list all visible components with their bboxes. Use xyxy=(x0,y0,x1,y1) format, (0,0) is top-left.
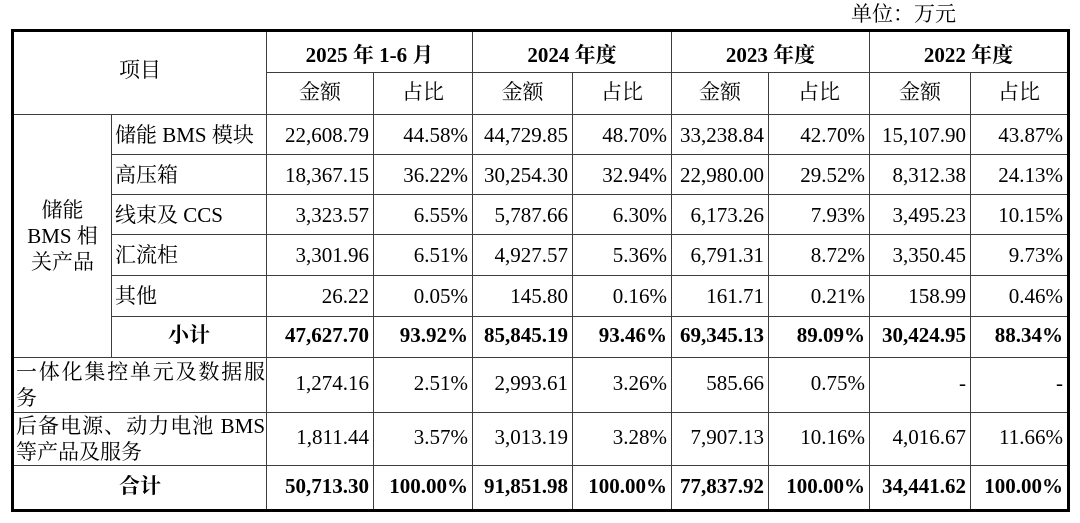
cell: 100.00% xyxy=(373,465,473,511)
cell: 34,441.62 xyxy=(869,465,971,511)
row-name-total: 合计 xyxy=(12,465,267,511)
cell: 0.46% xyxy=(970,275,1069,317)
cell: 2,993.61 xyxy=(472,357,573,413)
cell: 100.00% xyxy=(572,465,672,511)
cell: 5,787.66 xyxy=(472,194,573,235)
cell: 3,301.96 xyxy=(266,234,374,276)
cell: 0.05% xyxy=(373,275,473,317)
cell: 89.09% xyxy=(768,316,870,358)
row-name-high-voltage-box: 高压箱 xyxy=(111,154,267,195)
cell: 4,016.67 xyxy=(869,412,971,466)
cell: 26.22 xyxy=(266,275,374,317)
cell: 91,851.98 xyxy=(472,465,573,511)
cell: 33,238.84 xyxy=(671,114,769,155)
cell: 3,350.45 xyxy=(869,234,971,276)
cell: 4,927.57 xyxy=(472,234,573,276)
cell: 43.87% xyxy=(970,114,1069,155)
cell: 5.36% xyxy=(572,234,672,276)
cell: 585.66 xyxy=(671,357,769,413)
header-period-2023: 2023 年度 xyxy=(671,30,870,73)
cell: 30,254.30 xyxy=(472,154,573,195)
cell: 2.51% xyxy=(373,357,473,413)
cell: 11.66% xyxy=(970,412,1069,466)
group-label-ess-bms-products: 储能 BMS 相关产品 xyxy=(12,114,112,358)
cell: 29.52% xyxy=(768,154,870,195)
header-period-2025h1: 2025 年 1-6 月 xyxy=(266,30,473,73)
cell: 22,980.00 xyxy=(671,154,769,195)
header-share-2024: 占比 xyxy=(572,72,672,115)
cell: 6,173.26 xyxy=(671,194,769,235)
cell: 30,424.95 xyxy=(869,316,971,358)
header-amount-2025h1: 金额 xyxy=(266,72,374,115)
row-name-backup-power-bms: 后备电源、动力电池 BMS 等产品及服务 xyxy=(12,412,267,466)
row-name-wiring-ccs: 线束及 CCS xyxy=(111,194,267,235)
cell: 1,274.16 xyxy=(266,357,374,413)
row-name-bus-cabinet: 汇流柜 xyxy=(111,234,267,276)
cell: 8,312.38 xyxy=(869,154,971,195)
cell: 6.51% xyxy=(373,234,473,276)
cell: 3.57% xyxy=(373,412,473,466)
cell: 88.34% xyxy=(970,316,1069,358)
cell: 0.21% xyxy=(768,275,870,317)
header-share-2022: 占比 xyxy=(970,72,1069,115)
cell: 6.30% xyxy=(572,194,672,235)
cell: 77,837.92 xyxy=(671,465,769,511)
revenue-breakdown-table: 项目 2025 年 1-6 月 2024 年度 2023 年度 2022 年度 … xyxy=(11,29,1070,512)
cell: 93.46% xyxy=(572,316,672,358)
cell: - xyxy=(970,357,1069,413)
header-period-2024: 2024 年度 xyxy=(472,30,672,73)
cell: 100.00% xyxy=(768,465,870,511)
cell: 6.55% xyxy=(373,194,473,235)
cell: 7.93% xyxy=(768,194,870,235)
cell: 10.15% xyxy=(970,194,1069,235)
cell: 3,013.19 xyxy=(472,412,573,466)
cell: 0.16% xyxy=(572,275,672,317)
cell: 3.26% xyxy=(572,357,672,413)
header-share-2023: 占比 xyxy=(768,72,870,115)
cell: 6,791.31 xyxy=(671,234,769,276)
cell: 1,811.44 xyxy=(266,412,374,466)
cell: 158.99 xyxy=(869,275,971,317)
cell: 15,107.90 xyxy=(869,114,971,155)
cell: 93.92% xyxy=(373,316,473,358)
cell: 145.80 xyxy=(472,275,573,317)
header-amount-2022: 金额 xyxy=(869,72,971,115)
cell: 24.13% xyxy=(970,154,1069,195)
cell: 36.22% xyxy=(373,154,473,195)
cell: 44,729.85 xyxy=(472,114,573,155)
cell: 47,627.70 xyxy=(266,316,374,358)
cell: 32.94% xyxy=(572,154,672,195)
row-name-bms-module: 储能 BMS 模块 xyxy=(111,114,267,155)
cell: 100.00% xyxy=(970,465,1069,511)
cell: 10.16% xyxy=(768,412,870,466)
cell: 69,345.13 xyxy=(671,316,769,358)
cell: 3,495.23 xyxy=(869,194,971,235)
cell: - xyxy=(869,357,971,413)
unit-label: 单位：万元 xyxy=(851,2,956,26)
cell: 50,713.30 xyxy=(266,465,374,511)
row-name-integrated-control-unit: 一体化集控单元及数据服务 xyxy=(12,357,267,413)
header-amount-2023: 金额 xyxy=(671,72,769,115)
cell: 7,907.13 xyxy=(671,412,769,466)
cell: 8.72% xyxy=(768,234,870,276)
cell: 3.28% xyxy=(572,412,672,466)
cell: 85,845.19 xyxy=(472,316,573,358)
cell: 3,323.57 xyxy=(266,194,374,235)
header-item: 项目 xyxy=(12,30,267,115)
cell: 0.75% xyxy=(768,357,870,413)
cell: 48.70% xyxy=(572,114,672,155)
cell: 9.73% xyxy=(970,234,1069,276)
cell: 42.70% xyxy=(768,114,870,155)
cell: 44.58% xyxy=(373,114,473,155)
row-name-others: 其他 xyxy=(111,275,267,317)
header-period-2022: 2022 年度 xyxy=(869,30,1069,73)
cell: 161.71 xyxy=(671,275,769,317)
cell: 18,367.15 xyxy=(266,154,374,195)
header-amount-2024: 金额 xyxy=(472,72,573,115)
cell: 22,608.79 xyxy=(266,114,374,155)
header-share-2025h1: 占比 xyxy=(373,72,473,115)
row-name-subtotal: 小计 xyxy=(111,316,267,358)
